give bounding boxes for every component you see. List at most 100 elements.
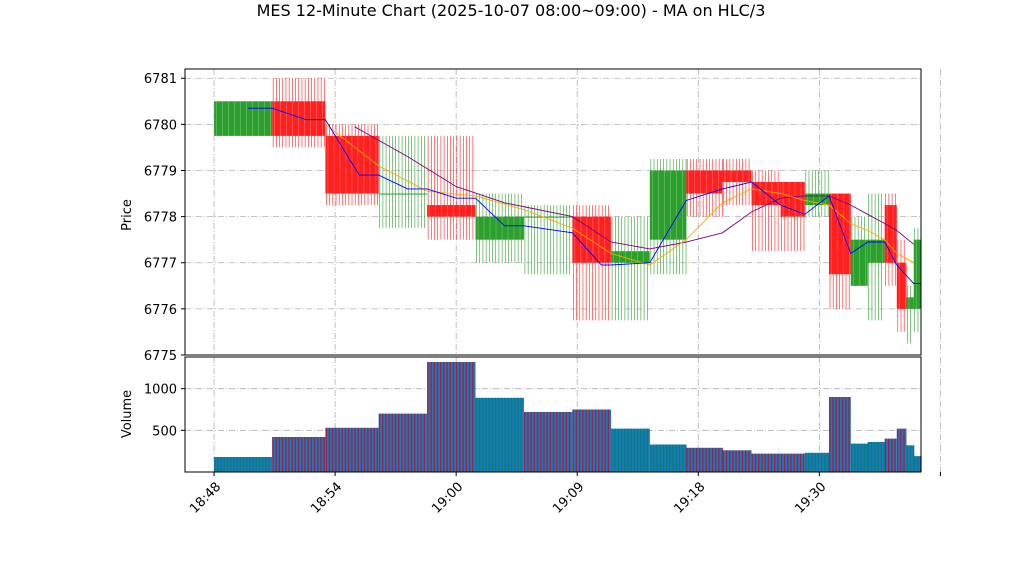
- price-candles: [214, 78, 921, 344]
- candle-up: [649, 158, 687, 275]
- price-y-tick-label: 6775: [144, 349, 177, 364]
- candle-body: [804, 193, 829, 206]
- volume-bar-body: [850, 443, 868, 472]
- candle-up: [611, 216, 650, 321]
- candle-body: [475, 216, 524, 240]
- candle-up: [804, 170, 829, 217]
- candle-down: [722, 158, 752, 206]
- candle-down: [325, 124, 379, 206]
- volume-y-tick-label: 1000: [144, 383, 177, 398]
- volume-y-ticks: 500 1000: [144, 383, 185, 439]
- candle-body: [906, 297, 914, 309]
- price-y-tick-label: 6781: [144, 72, 177, 87]
- candle-body: [611, 251, 650, 263]
- volume-bar: [804, 452, 829, 472]
- volume-panel: 500 1000 Volume: [120, 356, 941, 473]
- candle-body: [850, 239, 868, 286]
- volume-bar: [572, 409, 612, 472]
- volume-bar: [913, 456, 922, 472]
- candle-body: [649, 170, 687, 240]
- volume-bar-body: [649, 444, 687, 472]
- volume-bar: [850, 443, 869, 472]
- volume-bar: [475, 397, 524, 472]
- candle-down: [272, 78, 326, 148]
- volume-bar: [722, 450, 752, 472]
- volume-bar-body: [780, 453, 805, 472]
- price-y-tick-label: 6777: [144, 257, 177, 272]
- volume-bar: [867, 442, 886, 472]
- candle-body: [722, 170, 752, 183]
- volume-bar: [611, 428, 650, 472]
- volume-bar: [829, 397, 851, 472]
- volume-bar-body: [896, 428, 907, 472]
- candle-body: [829, 193, 851, 275]
- price-y-tick-label: 6779: [144, 164, 177, 179]
- volume-bar: [427, 362, 476, 472]
- ma-slow-line: [354, 126, 914, 250]
- candle-up: [850, 216, 868, 286]
- x-tick-label: 19:09: [550, 480, 587, 517]
- volume-bar-body: [686, 447, 723, 472]
- candle-up: [475, 193, 524, 263]
- volume-bar-body: [427, 362, 476, 472]
- candle-body: [913, 239, 921, 309]
- candle-body: [686, 170, 723, 194]
- volume-bar: [378, 413, 428, 472]
- volume-y-tick-label: 500: [152, 424, 177, 439]
- candle-down: [572, 205, 612, 321]
- candle-down: [884, 193, 897, 286]
- price-moving-averages: [247, 107, 921, 284]
- ma-mid-line: [325, 124, 914, 266]
- x-tick-label: 19:00: [429, 480, 466, 517]
- candle-body: [896, 262, 907, 309]
- volume-bar-body: [523, 412, 573, 472]
- volume-y-axis-label: Volume: [120, 390, 135, 438]
- candle-body: [523, 216, 573, 218]
- candle-down: [751, 170, 781, 252]
- volume-bar-body: [867, 442, 885, 472]
- candle-up: [913, 228, 921, 332]
- x-tick-label: 19:30: [792, 480, 829, 517]
- x-tick-label: 18:48: [187, 480, 224, 517]
- candle-down: [829, 193, 851, 309]
- ma-fast-line: [247, 107, 921, 284]
- volume-bar-body: [804, 452, 829, 472]
- candle-body: [378, 193, 428, 195]
- volume-bar: [686, 447, 723, 472]
- volume-bar: [896, 428, 907, 472]
- price-y-ticks: 6775 6776 6777 6778 6779 6780 6781: [144, 72, 185, 364]
- price-y-tick-label: 6780: [144, 118, 177, 133]
- candle-body: [272, 101, 326, 136]
- chart-title: MES 12-Minute Chart (2025-10-07 08:00~09…: [257, 1, 766, 20]
- candle-up: [906, 285, 914, 344]
- volume-bar: [906, 445, 915, 472]
- candle-body: [427, 205, 476, 217]
- price-y-tick-label: 6778: [144, 211, 177, 226]
- volume-bar: [780, 453, 805, 472]
- candle-body: [214, 101, 273, 136]
- volume-bar: [272, 437, 326, 472]
- volume-bar: [751, 453, 781, 472]
- candle-up: [378, 135, 428, 229]
- volume-bar-body: [378, 413, 428, 472]
- candle-down: [896, 239, 907, 332]
- volume-axes-frame: [184, 356, 922, 473]
- volume-bar: [649, 444, 687, 472]
- volume-bar: [884, 438, 897, 472]
- candle-down: [427, 135, 476, 240]
- candle-up: [867, 193, 885, 321]
- candle-up: [214, 101, 273, 136]
- price-axes-frame: [184, 68, 922, 356]
- price-y-tick-label: 6776: [144, 303, 177, 318]
- volume-bar: [523, 412, 573, 472]
- volume-bar: [214, 457, 273, 472]
- price-y-axis-label: Price: [120, 199, 135, 231]
- candle-body: [867, 239, 885, 263]
- x-axis-ticks: 18:48 18:54 19:00 19:09 19:18 19:30: [187, 472, 941, 517]
- volume-bar: [325, 427, 379, 472]
- candle-up: [523, 205, 573, 275]
- volume-bar-body: [884, 438, 897, 472]
- x-tick-label: 19:18: [671, 480, 708, 517]
- candle-down: [686, 158, 723, 217]
